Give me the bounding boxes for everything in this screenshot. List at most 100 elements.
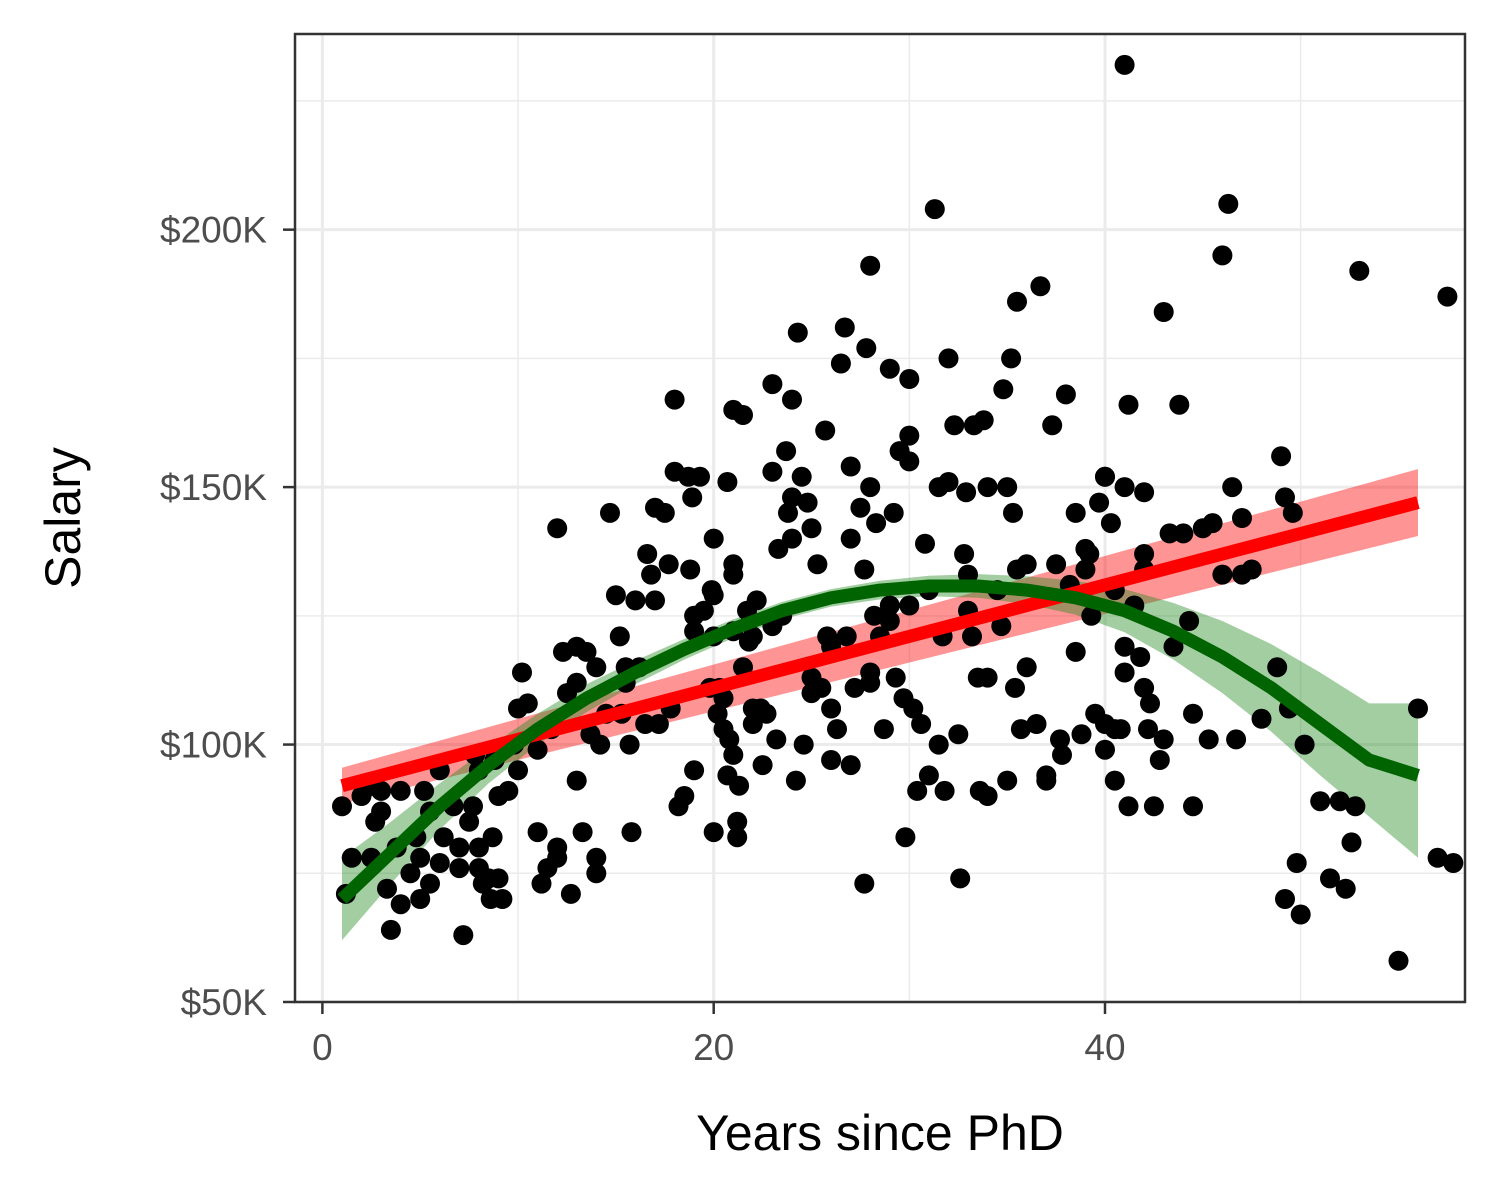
data-point [811,677,832,698]
data-point [1003,502,1023,523]
data-point [1089,492,1110,513]
data-point [840,755,861,776]
data-point [873,719,894,740]
data-point [693,600,714,621]
data-point [621,822,642,843]
data-point [844,677,865,698]
data-point [1218,193,1239,214]
data-point [658,554,679,575]
data-point [590,734,611,755]
data-point [609,626,630,647]
data-point [1212,564,1233,585]
data-point [918,765,939,786]
data-point [1427,847,1448,868]
data-point [332,796,352,817]
data-point [797,492,818,513]
data-point [1010,719,1031,740]
data-point [883,502,904,523]
data-point [512,662,532,683]
data-point [860,477,881,498]
data-point [1226,729,1247,750]
data-point [911,714,932,734]
data-point [1079,544,1100,564]
data-point [605,585,626,606]
data-point [938,472,959,492]
data-point [793,734,814,755]
data-point [1179,611,1200,631]
data-point [1100,513,1121,534]
data-point [1081,605,1102,626]
data-point [801,518,822,539]
data-point [860,255,881,276]
data-point [1016,657,1037,678]
data-point [948,724,969,745]
data-point [723,554,744,575]
data-point [531,873,552,894]
data-point [1138,719,1158,740]
data-point [944,415,965,436]
quadratic-fit-line [337,579,1420,904]
data-point [635,714,656,734]
data-point [928,734,949,755]
data-point [1183,703,1203,724]
data-point [727,827,748,848]
data-point [1065,641,1086,662]
data-point [684,760,705,781]
y-tick-label: $200K [160,210,267,251]
data-point [1153,302,1174,322]
data-point [778,502,798,523]
data-point [674,786,695,806]
data-point [1153,729,1174,750]
data-point [840,456,861,477]
data-point [576,641,597,662]
data-point [547,518,568,539]
data-point [1251,708,1272,729]
data-point [1275,487,1295,508]
data-point [854,559,875,580]
data-point [719,729,740,750]
data-point [1163,636,1184,657]
data-point [429,853,450,873]
data-point [1118,796,1139,817]
data-point [433,827,454,848]
data-point [977,477,998,498]
data-point [1114,636,1135,657]
data-point [899,595,920,616]
data-point [1095,739,1115,760]
data-point [572,822,593,843]
data-point [954,544,975,564]
data-point [645,590,665,611]
data-point [1169,394,1190,415]
data-point [907,780,928,801]
data-point [1095,466,1115,487]
data-point [420,873,440,894]
data-point [1005,677,1025,698]
data-point [827,719,847,740]
data-point [566,770,587,791]
data-point [1159,523,1180,544]
data-point [973,410,994,431]
data-point [619,734,640,755]
data-point [1055,384,1076,405]
data-point [1134,544,1155,564]
data-point [821,698,842,719]
data-point [830,353,851,374]
data-point [390,894,411,915]
data-point [834,317,855,338]
data-point [1046,554,1067,575]
data-point [993,379,1014,400]
data-point [1118,394,1139,415]
data-point [924,199,945,220]
data-point [390,780,411,801]
data-point [1114,662,1135,683]
data-point [508,760,528,781]
data-point [787,322,808,343]
data-point [1114,54,1135,75]
data-point [707,703,728,724]
x-tick-label: 40 [1084,1027,1125,1068]
data-point [840,528,861,549]
data-point [586,847,607,868]
data-point [377,878,397,899]
data-point [791,466,812,487]
data-point [997,477,1018,498]
